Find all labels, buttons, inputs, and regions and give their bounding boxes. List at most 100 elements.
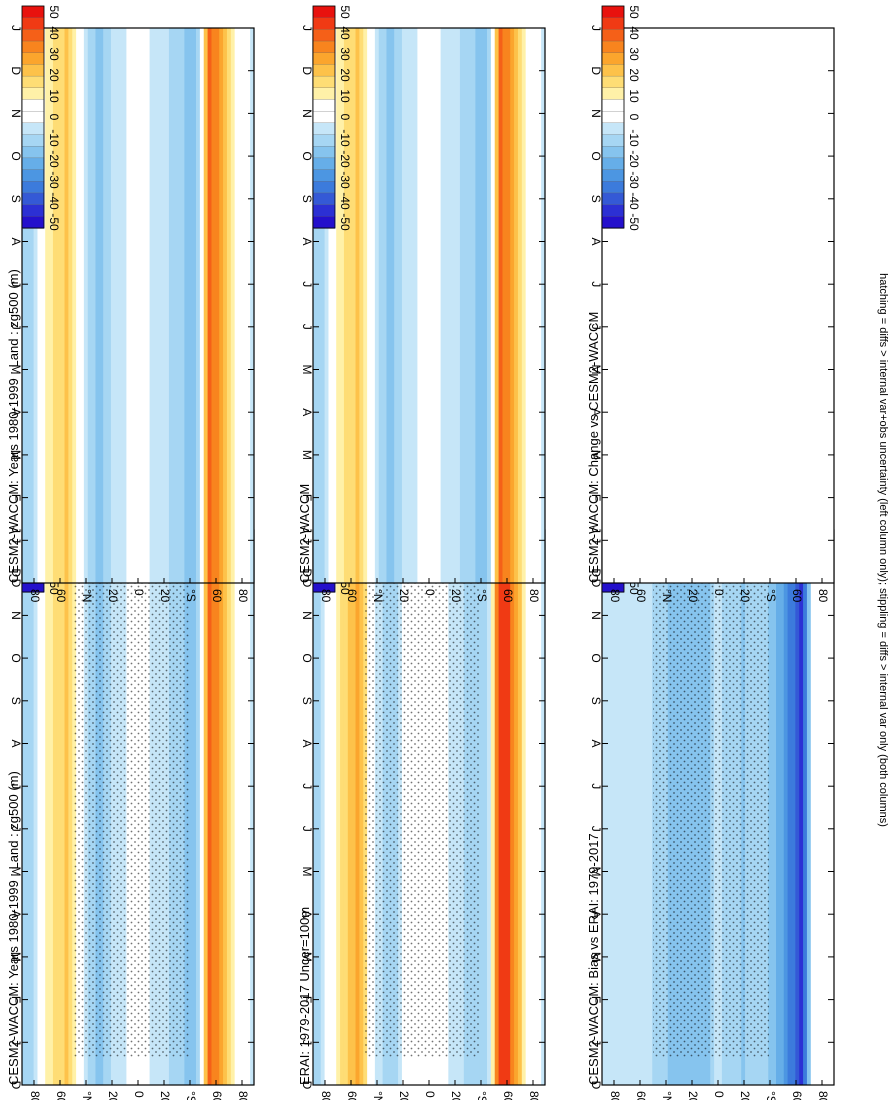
panel-title: CESM2-WACCM <box>297 484 312 583</box>
heat-band <box>332 28 337 583</box>
lat-tick-label: 20 <box>449 1091 463 1100</box>
heat-band <box>367 28 372 583</box>
heat-band <box>799 28 804 583</box>
lat-tick-label: °N <box>660 1091 674 1100</box>
heat-band <box>153 28 158 583</box>
colorbar-tick-label: -50 <box>627 213 641 231</box>
month-tick-label: J <box>589 783 603 789</box>
colorbar-tick-label: 10 <box>338 89 352 103</box>
heat-band <box>45 530 50 1085</box>
heat-band <box>390 28 395 583</box>
month-tick-label: J <box>589 324 603 330</box>
heat-band <box>184 28 189 583</box>
heat-band <box>772 28 777 583</box>
month-tick-label: J <box>9 826 23 832</box>
heat-band <box>613 28 619 583</box>
month-tick-label: S <box>9 697 23 705</box>
heat-band <box>613 530 619 1085</box>
heat-band <box>432 28 438 583</box>
lat-tick-label: 60 <box>790 589 804 603</box>
heat-band <box>714 28 719 583</box>
heat-band <box>242 28 247 583</box>
colorbar-cell <box>21 40 45 54</box>
heat-band <box>533 28 538 583</box>
heat-band <box>41 530 46 1085</box>
month-tick-label: D <box>300 1081 314 1090</box>
lat-tick-label: 60 <box>501 589 515 603</box>
colorbar-cell <box>21 75 45 89</box>
heat-band <box>479 28 484 583</box>
heat-band <box>541 28 546 583</box>
heat-band <box>479 530 484 1085</box>
heat-band <box>409 28 415 583</box>
heat-band <box>706 28 711 583</box>
heat-band <box>625 28 630 583</box>
heat-band <box>752 28 758 583</box>
month-tick-label: D <box>589 1081 603 1090</box>
heat-band <box>663 28 669 583</box>
stippling-region <box>73 557 190 1058</box>
heat-band <box>33 530 39 1085</box>
heat-band <box>347 28 353 583</box>
month-tick-label: F <box>9 996 23 1003</box>
month-tick-label: N <box>9 611 23 620</box>
colorbar-tick-label: -30 <box>338 171 352 189</box>
lat-tick-label: 20 <box>449 589 463 603</box>
heat-band <box>671 28 677 583</box>
colorbar-cell <box>601 181 625 194</box>
colorbar-tick-label: -20 <box>47 150 61 168</box>
heat-band <box>690 28 696 583</box>
colorbar-cell <box>601 75 625 89</box>
heat-band <box>313 28 318 583</box>
month-tick-label: O <box>589 653 603 662</box>
colorbar-cell <box>601 111 625 124</box>
figure-caption: hatching = diffs > internal var+obs unce… <box>877 273 889 827</box>
heat-band <box>621 530 626 1085</box>
heat-band <box>199 530 205 1085</box>
heat-band <box>737 28 742 583</box>
heat-band <box>483 530 488 1085</box>
heat-band <box>359 530 364 1085</box>
lat-tick-label: 60 <box>54 589 68 603</box>
heat-band <box>192 530 197 1085</box>
heat-band <box>118 28 124 583</box>
month-tick-label: A <box>589 237 603 245</box>
heat-band <box>242 530 247 1085</box>
heat-band <box>138 28 143 583</box>
heat-band <box>413 28 418 583</box>
colorbar-cell <box>601 192 625 206</box>
lat-tick-label: 80 <box>28 589 42 603</box>
heat-band <box>234 28 240 583</box>
month-tick-label: M <box>9 450 23 460</box>
month-tick-label: D <box>9 1081 23 1090</box>
month-tick-label: M <box>300 952 314 962</box>
month-tick-label: J <box>589 25 603 31</box>
colorbar-tick-label: 0 <box>338 114 352 121</box>
colorbar-tick-label: -50 <box>338 213 352 231</box>
colorbar-tick-label: -30 <box>47 171 61 189</box>
heat-band <box>617 530 622 1085</box>
heat-band <box>145 28 151 583</box>
lat-tick-label: 0 <box>423 589 437 596</box>
heat-band <box>791 530 796 1085</box>
heat-band <box>644 28 649 583</box>
colorbar-tick-label: 30 <box>627 47 641 61</box>
colorbar-cell <box>601 52 625 66</box>
heat-band <box>64 530 69 1085</box>
heat-band <box>456 28 461 583</box>
panel-title: CESM2-WACCM: Bias vs ERAI: 1979-2017 <box>586 833 601 1085</box>
month-tick-label: M <box>9 952 23 962</box>
month-tick-label: J <box>300 1039 314 1045</box>
heat-band <box>398 28 403 583</box>
heat-band <box>382 28 388 583</box>
lat-tick-label: 0 <box>712 1091 726 1098</box>
heat-band <box>772 530 777 1085</box>
colorbar-tick-label: 30 <box>338 47 352 61</box>
heat-band <box>502 530 507 1085</box>
heat-band <box>506 530 511 1085</box>
colorbar-cell <box>21 157 45 171</box>
lat-tick-label: 20 <box>158 1091 172 1100</box>
heat-band <box>49 28 54 583</box>
heat-band <box>822 530 827 1085</box>
lat-tick-label: °N <box>371 589 385 602</box>
